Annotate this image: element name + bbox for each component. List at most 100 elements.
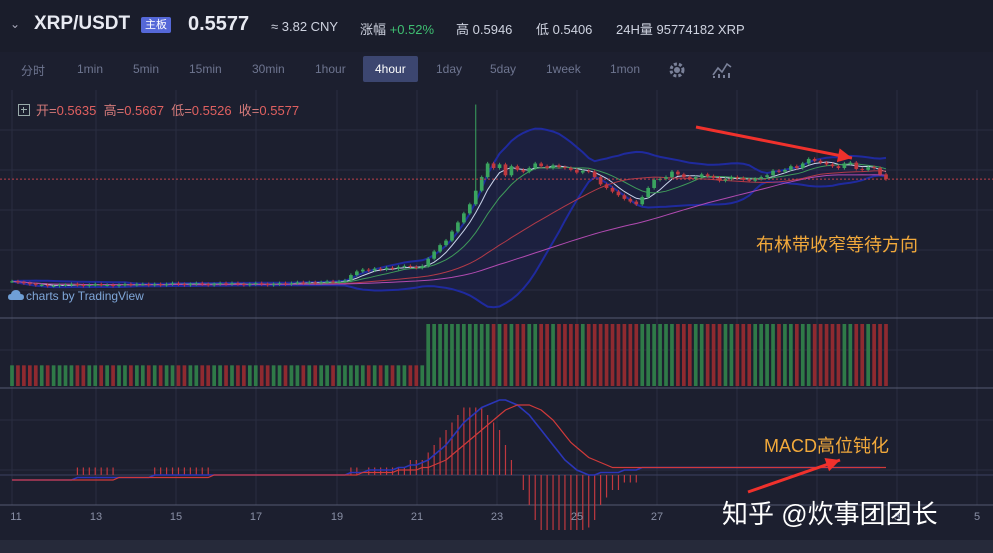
low-value: 0.5526 xyxy=(191,103,232,118)
candle-body xyxy=(242,284,246,286)
volume-bar xyxy=(664,324,668,386)
volume-bar xyxy=(135,365,139,386)
tradingview-cloud-icon xyxy=(8,290,24,300)
interval-tab-1mon[interactable]: 1mon xyxy=(610,62,641,76)
interval-tab-1week[interactable]: 1week xyxy=(546,62,581,76)
interval-tab-5day[interactable]: 5day xyxy=(490,62,517,76)
volume-bar xyxy=(658,324,662,386)
candle-body xyxy=(467,204,472,214)
interval-tab-1min[interactable]: 1min xyxy=(77,62,104,76)
candle-body xyxy=(842,163,847,169)
volume-bar xyxy=(569,324,573,386)
volume-bar xyxy=(687,324,692,386)
interval-tab-30min[interactable]: 30min xyxy=(252,62,285,76)
expand-icon[interactable] xyxy=(18,104,30,116)
volume-bar xyxy=(462,324,466,386)
volume-bar xyxy=(360,365,365,386)
symbol-name[interactable]: XRP/USDT xyxy=(34,13,131,34)
candle-body xyxy=(884,174,888,180)
candle-body xyxy=(182,284,187,286)
interval-tab-1hour[interactable]: 1hour xyxy=(315,62,346,76)
volume-bar xyxy=(57,365,62,386)
volume-bar xyxy=(301,365,306,386)
indicators-icon[interactable] xyxy=(711,59,733,81)
volume-bar xyxy=(783,324,787,386)
candle-body xyxy=(337,281,341,283)
candle-body xyxy=(420,265,425,268)
candle-body xyxy=(503,164,508,176)
volume-bar xyxy=(741,324,746,386)
candle-body xyxy=(123,284,127,286)
volume-bar xyxy=(158,365,163,386)
candle-body xyxy=(789,166,793,170)
low-label: 低= xyxy=(171,103,192,118)
candle-body xyxy=(343,280,347,282)
interval-toolbar: 分时 1min 5min 15min 30min 1hour 4hour 1da… xyxy=(0,55,993,85)
volume-bar xyxy=(735,324,740,386)
interval-tab-15min[interactable]: 15min xyxy=(189,62,222,76)
candle-body xyxy=(485,163,490,178)
volume-bar xyxy=(295,365,300,386)
candle-body xyxy=(777,170,781,172)
interval-tab-1day[interactable]: 1day xyxy=(436,62,463,76)
volume-stat: 24H量 95774182 XRP xyxy=(616,19,745,38)
bollinger-band-fill xyxy=(12,128,886,308)
candle-body xyxy=(283,283,288,285)
candle-body xyxy=(408,265,413,267)
price-chart[interactable]: 11 13 15 17 19 21 23 25 27 3 5 xyxy=(0,90,993,530)
volume-bar xyxy=(111,365,115,386)
volume-bar xyxy=(224,365,228,386)
candle-body xyxy=(818,160,823,163)
volume-bar xyxy=(230,365,234,386)
candle-body xyxy=(598,177,603,185)
candle-body xyxy=(711,176,716,178)
candle-body xyxy=(521,169,526,172)
candle-body xyxy=(848,162,853,164)
candle-body xyxy=(723,178,728,181)
candle-body xyxy=(39,285,44,287)
candle-body xyxy=(33,284,38,286)
volume-bar xyxy=(27,365,32,386)
low-label: 低 xyxy=(536,22,550,37)
candle-body xyxy=(533,163,538,169)
volume-bar xyxy=(123,365,127,386)
interval-tab-timeline[interactable]: 分时 xyxy=(21,64,46,78)
candle-body xyxy=(670,171,674,178)
candle-body xyxy=(170,283,175,285)
volume-bar xyxy=(402,365,407,386)
x-axis-tick-label: 5 xyxy=(974,511,980,523)
volume-bar xyxy=(521,324,526,386)
low-value: 0.5406 xyxy=(552,22,593,37)
x-axis-tick-label: 19 xyxy=(331,511,343,523)
volume-bar xyxy=(313,365,318,386)
candle-body xyxy=(135,284,139,286)
volume-bar xyxy=(325,365,329,386)
candle-body xyxy=(152,284,157,286)
candle-body xyxy=(289,283,294,285)
tradingview-branding[interactable]: charts by TradingView xyxy=(26,289,144,303)
candle-body xyxy=(699,174,704,178)
volume-bar xyxy=(533,324,538,386)
chevron-down-icon[interactable]: ⌄ xyxy=(10,17,21,31)
volume-bar xyxy=(830,324,835,386)
candle-body xyxy=(557,165,561,168)
volume-bar xyxy=(164,365,169,386)
candle-body xyxy=(783,169,787,172)
candle-body xyxy=(129,284,133,286)
volume-bar xyxy=(586,324,591,386)
interval-tab-5min[interactable]: 5min xyxy=(133,62,160,76)
candle-body xyxy=(212,284,216,286)
candle-body xyxy=(360,269,365,272)
candle-body xyxy=(610,187,615,192)
volume-bar xyxy=(307,365,312,386)
gear-icon[interactable] xyxy=(666,59,688,81)
candle-body xyxy=(164,284,169,286)
ohlc-legend: 开=0.5635 高=0.5667 低=0.5526 收=0.5577 xyxy=(18,100,299,119)
volume-bar xyxy=(343,365,347,386)
volume-bar xyxy=(670,324,674,386)
ma-long-line xyxy=(11,174,887,286)
candle-body xyxy=(295,282,300,284)
open-value: 0.5635 xyxy=(56,103,97,118)
interval-tab-4hour[interactable]: 4hour xyxy=(363,56,418,82)
candle-body xyxy=(87,285,92,287)
